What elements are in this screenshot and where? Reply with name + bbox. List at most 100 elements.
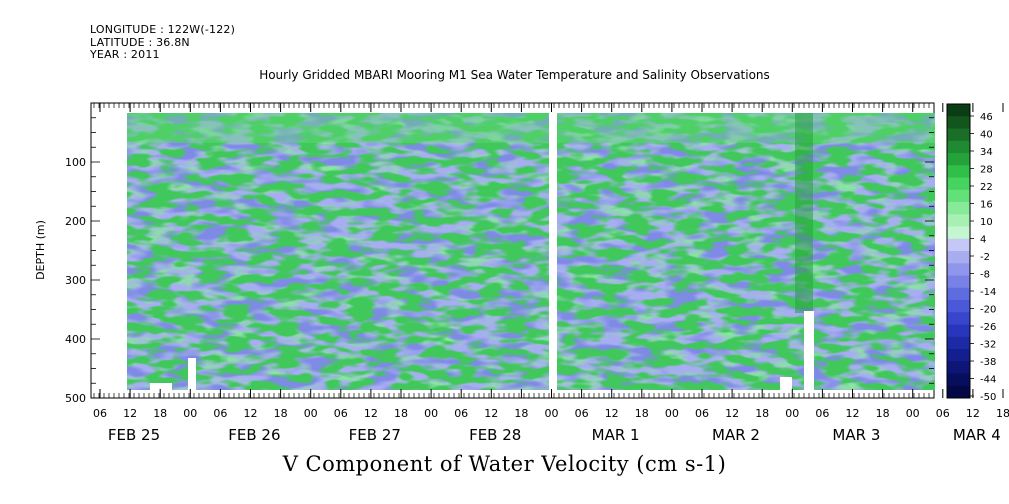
x-hour-tick-label: 12 (605, 407, 619, 420)
axes: 06 12 18 00 06 12 18 00 06 12 18 00 06 12 18 00 06 12 18 00… (65, 103, 1009, 444)
x-hour-tick-label: 00 (424, 407, 438, 420)
colorbar-label: 40 (980, 130, 993, 141)
x-hour-tick-label: 12 (484, 407, 498, 420)
colorbar-swatch (947, 251, 970, 264)
latitude-label: LATITUDE : 36.8N (90, 36, 190, 49)
x-hour-tick-label: 18 (876, 407, 890, 420)
x-hour-tick-label: 18 (755, 407, 769, 420)
colorbar-swatch (947, 140, 970, 154)
heatmap-field (127, 113, 935, 390)
colorbar-label: 46 (980, 112, 993, 123)
x-hour-tick-label: 06 (575, 407, 589, 420)
missing-notch (804, 311, 814, 390)
colorbar-swatch (947, 214, 970, 227)
x-hour-tick-label: 06 (334, 407, 348, 420)
colorbar-swatch (947, 226, 970, 240)
colorbar-swatch (947, 275, 970, 289)
colorbar-swatch (947, 385, 970, 399)
colorbar-label: -32 (980, 340, 996, 351)
colorbar-swatch (947, 153, 970, 166)
x-hour-tick-label: 18 (514, 407, 528, 420)
y-axis-label: DEPTH (m) (34, 220, 47, 280)
colorbar-swatch (947, 373, 970, 387)
x-hour-tick-label: 18 (996, 407, 1009, 420)
x-hour-tick-label: 12 (244, 407, 258, 420)
colorbar-label: -2 (980, 252, 990, 263)
colorbar-swatch (947, 202, 970, 215)
colorbar-label: 22 (980, 182, 993, 193)
colorbar-swatch (947, 116, 970, 129)
colorbar-swatch (947, 361, 970, 374)
colorbar-label: -26 (980, 322, 996, 333)
y-tick-label: 400 (65, 333, 86, 346)
x-hour-tick-label: 12 (123, 407, 137, 420)
x-day-label: FEB 26 (228, 426, 280, 444)
x-hour-tick-label: 18 (635, 407, 649, 420)
colorbar-label: 10 (980, 217, 993, 228)
x-hour-tick-label: 00 (183, 407, 197, 420)
data-gap (549, 113, 557, 390)
x-day-label: MAR 1 (592, 426, 640, 444)
x-day-label: FEB 28 (469, 426, 521, 444)
missing-notch (150, 383, 172, 390)
x-hour-tick-label: 00 (785, 407, 799, 420)
y-tick-label: 300 (65, 274, 86, 287)
colorbar-swatch (947, 349, 970, 362)
colorbar-swatch (947, 336, 970, 350)
x-hour-tick-label: 18 (153, 407, 167, 420)
longitude-label: LONGITUDE : 122W(-122) (90, 23, 236, 36)
chart-title: Hourly Gridded MBARI Mooring M1 Sea Wate… (259, 68, 770, 82)
colorbar-label: 16 (980, 200, 993, 211)
colorbar-label: 4 (980, 235, 986, 246)
x-variable-label: V Component of Water Velocity (cm s-1) (282, 452, 727, 476)
x-day-label: FEB 25 (108, 426, 160, 444)
colorbar-swatch (947, 324, 970, 338)
missing-notch (780, 377, 792, 390)
missing-notch (188, 358, 196, 390)
x-hour-tick-label: 12 (966, 407, 980, 420)
x-hour-tick-label: 18 (394, 407, 408, 420)
colorbar: 46 40 34 28 22 16 10 4 -2 -8 -14 -20 -26 -32 -38 -44 -50 (946, 103, 996, 403)
x-hour-tick-label: 06 (815, 407, 829, 420)
strong-column (795, 113, 813, 313)
colorbar-swatch (947, 263, 970, 276)
colorbar-swatch (947, 104, 970, 117)
colorbar-label: -8 (980, 270, 990, 281)
colorbar-swatch (947, 287, 970, 301)
x-hour-tick-label: 06 (93, 407, 107, 420)
y-tick-label: 100 (65, 156, 86, 169)
colorbar-frame (946, 103, 971, 399)
x-hour-tick-label: 00 (665, 407, 679, 420)
surface-band (127, 113, 935, 143)
x-hour-tick-label: 12 (846, 407, 860, 420)
colorbar-swatch (947, 189, 970, 203)
colorbar-label: 34 (980, 147, 993, 158)
colorbar-swatch (947, 300, 970, 313)
x-day-label: MAR 4 (953, 426, 1001, 444)
colorbar-swatch (947, 312, 970, 325)
colorbar-swatch (947, 177, 970, 191)
x-hour-tick-label: 12 (725, 407, 739, 420)
colorbar-label: 28 (980, 165, 993, 176)
x-hour-tick-label: 18 (274, 407, 288, 420)
colorbar-label: -20 (980, 305, 996, 316)
x-hour-tick-label: 06 (695, 407, 709, 420)
colorbar-label: -14 (980, 287, 996, 298)
y-tick-label: 200 (65, 215, 86, 228)
x-day-label: MAR 2 (712, 426, 760, 444)
colorbar-label: -50 (980, 392, 996, 403)
x-day-label: MAR 3 (832, 426, 880, 444)
colorbar-swatch (947, 165, 970, 178)
year-label: YEAR : 2011 (90, 48, 160, 61)
y-tick-label: 500 (65, 392, 86, 405)
colorbar-swatch (947, 128, 970, 142)
x-day-label: FEB 27 (349, 426, 401, 444)
x-hour-tick-label: 06 (454, 407, 468, 420)
colorbar-swatch (947, 238, 970, 252)
colorbar-label: -38 (980, 357, 996, 368)
x-hour-tick-label: 00 (906, 407, 920, 420)
x-hour-tick-label: 00 (545, 407, 559, 420)
x-hour-tick-label: 06 (213, 407, 227, 420)
colorbar-label: -44 (980, 375, 996, 386)
